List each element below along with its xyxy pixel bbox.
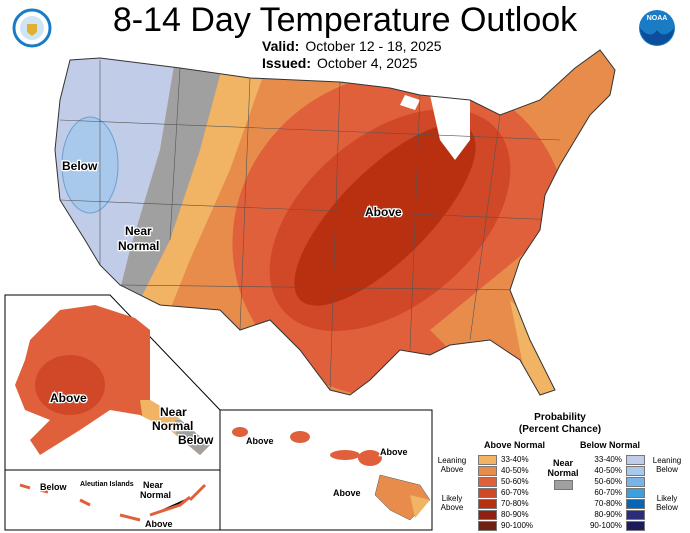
legend: Probability (Percent Chance) Above Norma… bbox=[432, 412, 688, 532]
likely-above-2: Above bbox=[440, 503, 464, 512]
hi-label-above-3: Above bbox=[333, 488, 361, 498]
near-label: Near bbox=[552, 458, 573, 468]
near-label-2: Normal bbox=[547, 468, 579, 478]
above-swatch bbox=[478, 509, 497, 520]
above-swatch bbox=[478, 487, 497, 498]
al-label-above: Above bbox=[145, 519, 173, 529]
label-near: Near bbox=[125, 224, 152, 238]
below-header: Below Normal bbox=[580, 440, 641, 450]
above-swatch bbox=[478, 454, 497, 465]
al-label-normal: Normal bbox=[140, 490, 171, 500]
hi-label-above-1: Above bbox=[246, 436, 274, 446]
leaning-below: Leaning bbox=[652, 456, 682, 465]
valid-value: October 12 - 18, 2025 bbox=[305, 38, 442, 54]
ak-label-near: Near bbox=[160, 405, 187, 419]
above-row: 33-40% bbox=[478, 454, 537, 465]
below-range: 50-60% bbox=[594, 477, 622, 486]
doc-seal-logo bbox=[12, 8, 52, 48]
below-row: 70-80% bbox=[586, 498, 645, 509]
below-range: 33-40% bbox=[594, 455, 622, 464]
legend-subtitle: (Percent Chance) bbox=[518, 424, 602, 435]
hawaii-inset bbox=[219, 409, 433, 531]
above-swatch bbox=[478, 520, 497, 531]
valid-dates: Valid: October 12 - 18, 2025 bbox=[262, 38, 442, 54]
hi-label-above-2: Above bbox=[380, 447, 408, 457]
above-range: 50-60% bbox=[501, 477, 529, 486]
below-swatch bbox=[626, 465, 645, 476]
above-row: 90-100% bbox=[478, 520, 537, 531]
likely-below: Likely bbox=[656, 494, 678, 503]
below-swatch bbox=[626, 476, 645, 487]
above-range: 60-70% bbox=[501, 488, 529, 497]
below-range: 90-100% bbox=[589, 521, 622, 530]
leaning-above: Leaning bbox=[437, 456, 467, 465]
below-range: 60-70% bbox=[594, 488, 622, 497]
above-header: Above Normal bbox=[484, 440, 546, 450]
above-range: 70-80% bbox=[501, 499, 529, 508]
ak-label-normal: Normal bbox=[152, 419, 193, 433]
below-swatch bbox=[626, 487, 645, 498]
below-range: 80-90% bbox=[594, 510, 622, 519]
al-label-below: Below bbox=[40, 482, 68, 492]
above-swatch bbox=[478, 498, 497, 509]
issued-date: Issued: October 4, 2025 bbox=[262, 55, 417, 71]
valid-label: Valid: bbox=[262, 38, 300, 54]
below-range: 40-50% bbox=[594, 466, 622, 475]
above-row: 60-70% bbox=[478, 487, 537, 498]
above-row: 70-80% bbox=[478, 498, 537, 509]
likely-above: Likely bbox=[441, 494, 463, 503]
aleutian-label: Aleutian Islands bbox=[80, 481, 134, 488]
label-normal: Normal bbox=[118, 239, 159, 253]
above-range: 33-40% bbox=[501, 455, 529, 464]
above-range: 80-90% bbox=[501, 510, 529, 519]
below-swatch bbox=[626, 498, 645, 509]
above-range: 40-50% bbox=[501, 466, 529, 475]
below-row: 40-50% bbox=[586, 465, 645, 476]
above-row: 50-60% bbox=[478, 476, 537, 487]
legend-title: Probability bbox=[534, 412, 586, 423]
below-row: 33-40% bbox=[586, 454, 645, 465]
leaning-below-2: Below bbox=[656, 465, 678, 474]
below-swatch bbox=[626, 520, 645, 531]
below-row: 50-60% bbox=[586, 476, 645, 487]
below-region bbox=[61, 116, 119, 214]
issued-label: Issued: bbox=[262, 55, 312, 71]
page-title: 8-14 Day Temperature Outlook bbox=[112, 1, 578, 39]
ak-label-above: Above bbox=[50, 391, 87, 405]
likely-below-2: Below bbox=[656, 503, 678, 512]
above-row: 80-90% bbox=[478, 509, 537, 520]
svg-text:NOAA: NOAA bbox=[647, 15, 668, 22]
issued-value: October 4, 2025 bbox=[317, 55, 418, 71]
label-above: Above bbox=[365, 205, 402, 219]
below-row: 60-70% bbox=[586, 487, 645, 498]
below-swatch bbox=[626, 454, 645, 465]
below-swatch bbox=[626, 509, 645, 520]
below-range: 70-80% bbox=[594, 499, 622, 508]
above-range: 90-100% bbox=[501, 521, 534, 530]
below-row: 80-90% bbox=[586, 509, 645, 520]
above-row: 40-50% bbox=[478, 465, 537, 476]
ak-label-below: Below bbox=[178, 433, 214, 447]
below-row: 90-100% bbox=[586, 520, 645, 531]
above-swatch bbox=[478, 465, 497, 476]
label-below: Below bbox=[62, 159, 98, 173]
near-normal-swatch bbox=[554, 480, 573, 490]
leaning-above-2: Above bbox=[440, 465, 464, 474]
al-label-near: Near bbox=[143, 480, 164, 490]
noaa-logo: NOAA bbox=[639, 10, 675, 46]
above-swatch bbox=[478, 476, 497, 487]
